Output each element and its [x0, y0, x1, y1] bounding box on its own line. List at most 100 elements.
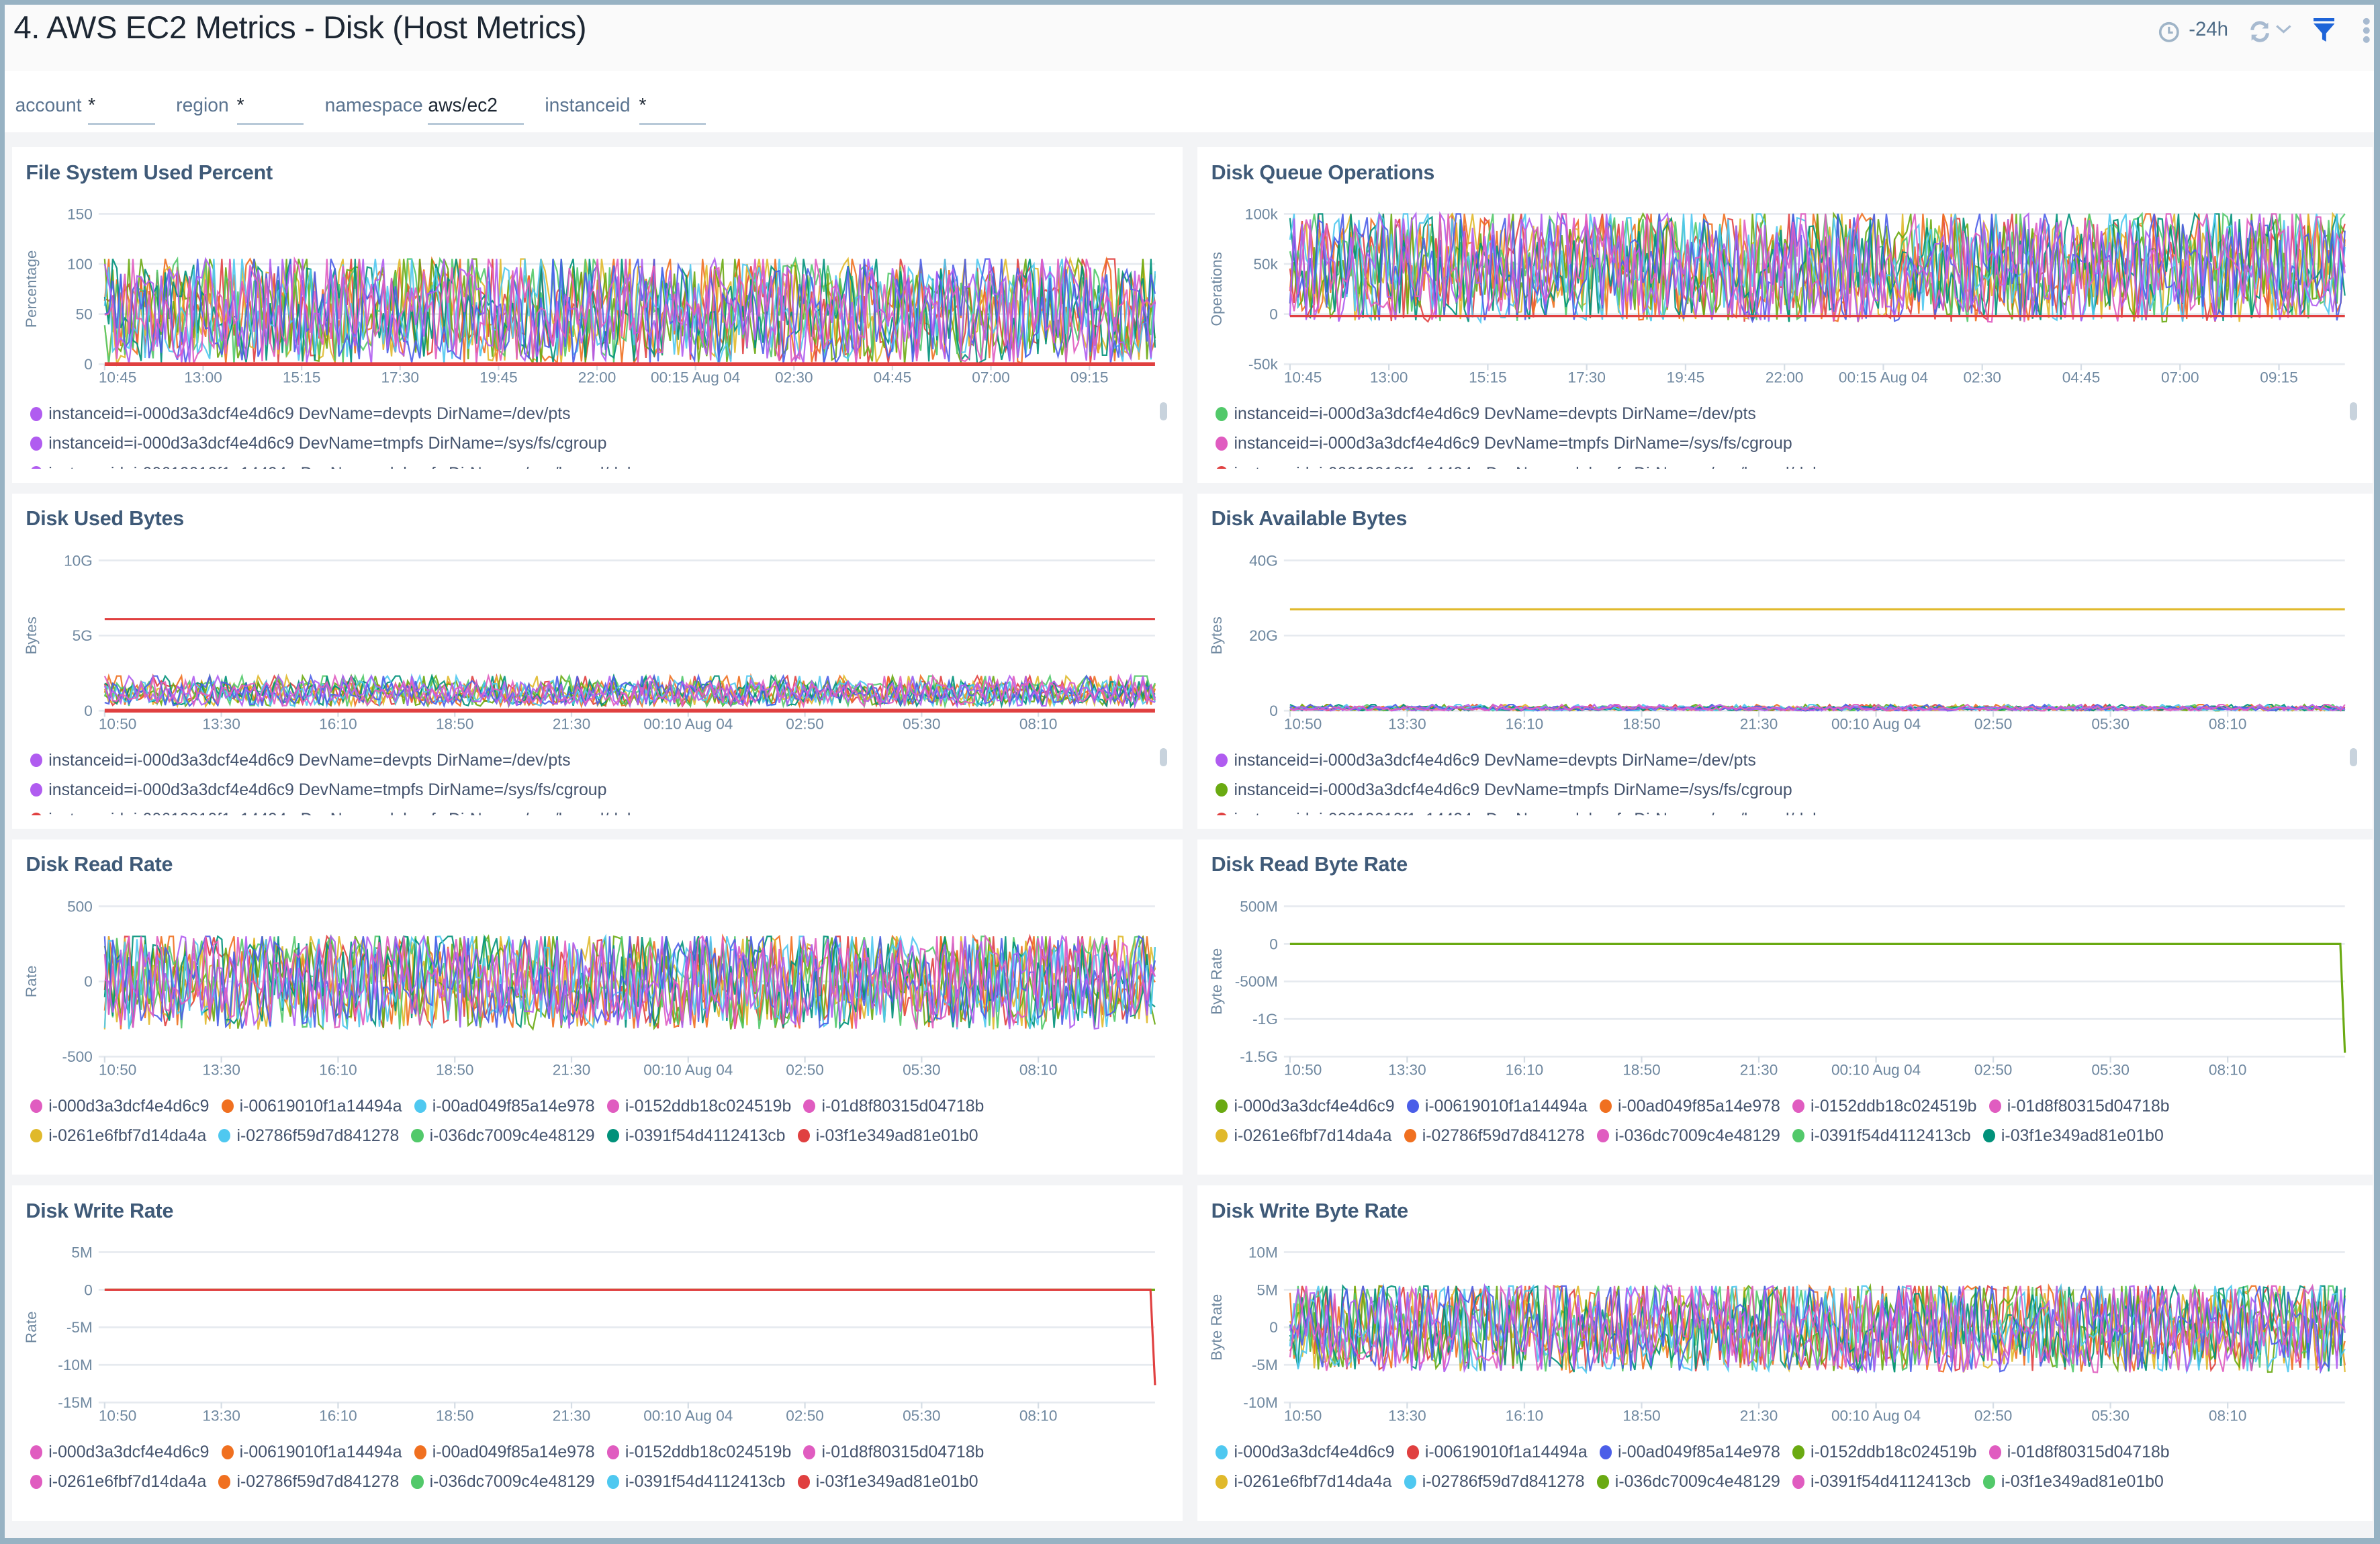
filter-input-instanceid[interactable]: * [639, 94, 706, 126]
clock-icon[interactable] [2158, 21, 2180, 43]
legend-scrollbar[interactable] [1159, 402, 1168, 421]
legend-item[interactable]: i-02786f59d7d841278 [1404, 1121, 1585, 1150]
x-tick-label: 19:45 [479, 369, 518, 386]
legend-label: i-000d3a3dcf4e4d6c9 [1234, 1443, 1395, 1462]
legend-scrollbar[interactable] [1159, 748, 1168, 767]
legend-label: instanceid=i-000d3a3dcf4e4d6c9 DevName=t… [1234, 434, 1792, 453]
legend-item[interactable]: instanceid=i-000d3a3dcf4e4d6c9 DevName=d… [30, 745, 571, 775]
legend-item[interactable]: i-0261e6fbf7d14da4a [30, 1121, 206, 1150]
legend-item[interactable]: i-00ad049f85a14e978 [1599, 1437, 1780, 1467]
series-line [104, 672, 1156, 709]
legend-item[interactable]: instanceid=i-00619010f1a14494a DevName=d… [1216, 805, 1841, 815]
legend-label: i-02786f59d7d841278 [236, 1126, 400, 1146]
y-tick-label: 100 [67, 256, 93, 273]
legend-item[interactable]: i-03f1e349ad81e01b0 [797, 1121, 978, 1150]
legend-item[interactable]: i-0391f54d4112413cb [606, 1121, 786, 1150]
legend-item[interactable]: i-01d8f80315d04718b [803, 1091, 984, 1121]
filter-icon[interactable] [2313, 18, 2335, 42]
y-tick-label: 150 [67, 206, 93, 223]
legend-item[interactable]: i-00619010f1a14494a [221, 1437, 402, 1467]
legend-item[interactable]: i-0152ddb18c024519b [606, 1091, 791, 1121]
chart-disk-queue-operations[interactable]: -50k 0 50k 100k Operations 10:45 13:00 15:15 17:… [1197, 147, 2372, 398]
legend-item[interactable]: i-0391f54d4112413cb [1792, 1467, 1971, 1496]
series-line [1289, 1283, 2346, 1375]
filter-input-namespace[interactable]: aws/ec2 [428, 94, 524, 126]
chart-disk-write-byte-rate[interactable]: -10M -5M 0 5M 10M Byte Rate 10:50 13:30 16:10 18:… [1197, 1185, 2372, 1436]
legend: instanceid=i-000d3a3dcf4e4d6c9 DevName=d… [1216, 399, 2345, 469]
legend-item[interactable]: i-00619010f1a14494a [1406, 1437, 1588, 1467]
series-line [1289, 1283, 2346, 1373]
legend-label: instanceid=i-00619010f1a14494a DevName=d… [1234, 810, 1841, 815]
chevron-down-icon[interactable] [2275, 23, 2292, 35]
legend-item[interactable]: instanceid=i-000d3a3dcf4e4d6c9 DevName=d… [1216, 399, 1756, 428]
legend-dot-icon [1406, 1099, 1419, 1114]
legend-item[interactable]: i-0152ddb18c024519b [1792, 1091, 1977, 1121]
legend-item[interactable]: i-000d3a3dcf4e4d6c9 [1216, 1437, 1395, 1467]
legend-item[interactable]: i-00ad049f85a14e978 [1599, 1091, 1780, 1121]
y-tick-label: 5M [1257, 1281, 1278, 1298]
legend-item[interactable]: instanceid=i-00619010f1a14494a DevName=d… [1216, 459, 1841, 469]
filter-input-region[interactable]: * [236, 94, 304, 126]
legend-item[interactable]: instanceid=i-000d3a3dcf4e4d6c9 DevName=t… [30, 775, 606, 805]
legend-item[interactable]: i-036dc7009c4e48129 [1596, 1467, 1780, 1496]
legend-item[interactable]: instanceid=i-00619010f1a14494a DevName=d… [30, 805, 655, 815]
legend-item[interactable]: i-01d8f80315d04718b [1988, 1437, 2170, 1467]
legend-label: instanceid=i-000d3a3dcf4e4d6c9 DevName=t… [48, 780, 607, 799]
legend-item[interactable]: i-01d8f80315d04718b [803, 1437, 984, 1467]
chart-disk-read-rate[interactable]: -500 0 500 Rate 10:50 13:30 16:10 18:50 21:30 00:… [12, 839, 1183, 1090]
legend-item[interactable]: i-0261e6fbf7d14da4a [1216, 1467, 1392, 1496]
chart-file-system-used-percent[interactable]: 0 50 100 150 Percentage 10:45 13:00 15:15 17:30 1… [12, 147, 1183, 398]
legend-item[interactable]: i-03f1e349ad81e01b0 [1982, 1467, 2164, 1496]
legend-item[interactable]: i-0391f54d4112413cb [606, 1467, 786, 1496]
x-tick-label: 21:30 [1740, 715, 1778, 732]
legend-item[interactable]: i-036dc7009c4e48129 [411, 1467, 595, 1496]
x-tick-label: 10:50 [99, 1408, 137, 1424]
series-line [1290, 942, 2346, 1053]
legend-item[interactable]: i-03f1e349ad81e01b0 [797, 1467, 978, 1496]
chart-disk-available-bytes[interactable]: 0 20G 40G Bytes 10:50 13:30 16:10 18:50 21:30 00:… [1197, 494, 2372, 744]
legend-scrollbar[interactable] [2349, 748, 2358, 767]
x-tick-label: 08:10 [2209, 1408, 2247, 1424]
legend-item[interactable]: i-00619010f1a14494a [221, 1091, 402, 1121]
legend-item[interactable]: i-00619010f1a14494a [1406, 1091, 1588, 1121]
x-tick-label: 15:15 [283, 369, 321, 386]
legend-item[interactable]: i-03f1e349ad81e01b0 [1982, 1121, 2164, 1150]
legend-item[interactable]: instanceid=i-000d3a3dcf4e4d6c9 DevName=t… [1216, 775, 1792, 805]
legend-item[interactable]: instanceid=i-00619010f1a14494a DevName=d… [30, 459, 655, 469]
filter-input-account[interactable]: * [88, 94, 155, 126]
chart-disk-read-byte-rate[interactable]: -1.5G -1G -500M 0 500M Byte Rate 10:50 13:30 16:… [1197, 839, 2372, 1090]
refresh-icon[interactable] [2248, 19, 2272, 44]
x-tick-label: 18:50 [436, 1408, 474, 1424]
legend-item[interactable]: i-0152ddb18c024519b [606, 1437, 791, 1467]
chart-disk-write-rate[interactable]: -15M -10M -5M 0 5M Rate 10:50 13:30 16:10 18:50 21… [12, 1185, 1183, 1436]
legend-item[interactable]: i-000d3a3dcf4e4d6c9 [1216, 1091, 1395, 1121]
legend-item[interactable]: i-036dc7009c4e48129 [1596, 1121, 1780, 1150]
chart-disk-used-bytes[interactable]: 0 5G 10G Bytes 10:50 13:30 16:10 18:50 21:30 00:1… [12, 494, 1183, 744]
legend-dot-icon [803, 1099, 816, 1114]
legend-item[interactable]: instanceid=i-000d3a3dcf4e4d6c9 DevName=t… [1216, 428, 1792, 458]
legend-scrollbar[interactable] [2349, 402, 2358, 421]
legend-item[interactable]: i-0391f54d4112413cb [1792, 1121, 1971, 1150]
legend-label: i-03f1e349ad81e01b0 [815, 1472, 978, 1492]
legend-item[interactable]: i-00ad049f85a14e978 [414, 1091, 595, 1121]
legend-item[interactable]: i-000d3a3dcf4e4d6c9 [30, 1437, 209, 1467]
legend-item[interactable]: i-0261e6fbf7d14da4a [1216, 1121, 1392, 1150]
more-vertical-icon[interactable] [2362, 17, 2371, 44]
legend-item[interactable]: i-000d3a3dcf4e4d6c9 [30, 1091, 209, 1121]
time-range[interactable]: -24h [2189, 18, 2228, 41]
legend-item[interactable]: instanceid=i-000d3a3dcf4e4d6c9 DevName=t… [30, 428, 606, 458]
x-tick-label: 17:30 [1568, 369, 1606, 386]
legend-item[interactable]: i-036dc7009c4e48129 [411, 1121, 595, 1150]
legend-label: i-0391f54d4112413cb [1811, 1126, 1971, 1146]
legend-item[interactable]: i-02786f59d7d841278 [218, 1121, 399, 1150]
legend-item[interactable]: i-02786f59d7d841278 [1404, 1467, 1585, 1496]
legend-item[interactable]: i-01d8f80315d04718b [1988, 1091, 2170, 1121]
panel-title: Disk Write Rate [26, 1199, 174, 1222]
filter-label-region: region [176, 94, 229, 116]
legend-item[interactable]: instanceid=i-000d3a3dcf4e4d6c9 DevName=d… [30, 399, 571, 428]
legend-item[interactable]: i-02786f59d7d841278 [218, 1467, 399, 1496]
legend-item[interactable]: instanceid=i-000d3a3dcf4e4d6c9 DevName=d… [1216, 745, 1756, 775]
legend-item[interactable]: i-00ad049f85a14e978 [414, 1437, 595, 1467]
legend-item[interactable]: i-0261e6fbf7d14da4a [30, 1467, 206, 1496]
legend-item[interactable]: i-0152ddb18c024519b [1792, 1437, 1977, 1467]
